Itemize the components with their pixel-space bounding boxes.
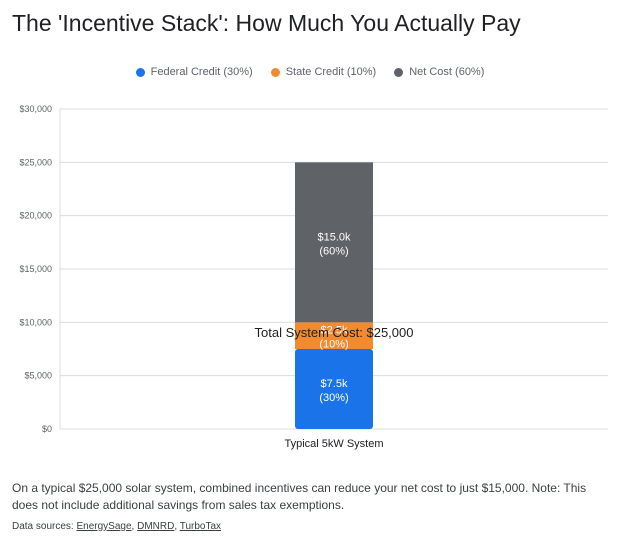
legend-item-federal[interactable]: Federal Credit (30%) [135, 66, 253, 78]
y-tick-label: $10,000 [19, 317, 52, 327]
legend-label-net: Net Cost (60%) [409, 66, 485, 78]
data-label-value: $2.5k [321, 325, 348, 337]
total-annotation: Total System Cost: $25,000 [255, 325, 414, 340]
y-tick-label: $20,000 [19, 211, 52, 221]
legend-item-net[interactable]: Net Cost (60%) [394, 66, 484, 78]
y-tick-label: $0 [42, 424, 52, 434]
source-link-energysage[interactable]: EnergySage [76, 521, 132, 532]
bar-segment [295, 322, 373, 349]
data-label-percent: (30%) [319, 392, 348, 404]
data-sources: Data sources: EnergySage, DMNRD, TurboTa… [12, 521, 222, 532]
bar-segment [295, 349, 373, 429]
data-label-value: $7.5k [321, 378, 348, 390]
source-link-dmnrd[interactable]: DMNRD [137, 521, 175, 532]
legend-label-state: State Credit (10%) [285, 66, 377, 78]
chart-legend: Federal Credit (30%) State Credit (10%) … [0, 66, 620, 78]
bar-segment [295, 162, 373, 323]
sources-prefix: Data sources: [12, 521, 74, 532]
legend-swatch-federal [135, 67, 145, 77]
y-tick-label: $15,000 [19, 264, 52, 274]
legend-label-federal: Federal Credit (30%) [150, 66, 253, 78]
y-tick-label: $25,000 [19, 157, 52, 167]
legend-swatch-net [394, 67, 404, 77]
x-category-label: Typical 5kW System [284, 438, 383, 450]
data-label-percent: (60%) [319, 245, 348, 257]
stacked-bar-chart: $0 $5,000 $10,000 $15,000 $20,000 $25,000 $30,… [19, 104, 608, 450]
chart-caption: On a typical $25,000 solar system, combi… [12, 481, 587, 512]
source-link-turbotax[interactable]: TurboTax [179, 521, 222, 532]
data-label-percent: (10%) [319, 339, 348, 351]
legend-swatch-state [270, 67, 280, 77]
data-label-value: $15.0k [317, 231, 351, 243]
y-tick-label: $5,000 [24, 371, 52, 381]
y-tick-label: $30,000 [19, 104, 52, 114]
legend-item-state[interactable]: State Credit (10%) [270, 66, 377, 78]
chart-title: The 'Incentive Stack': How Much You Actu… [12, 10, 521, 36]
